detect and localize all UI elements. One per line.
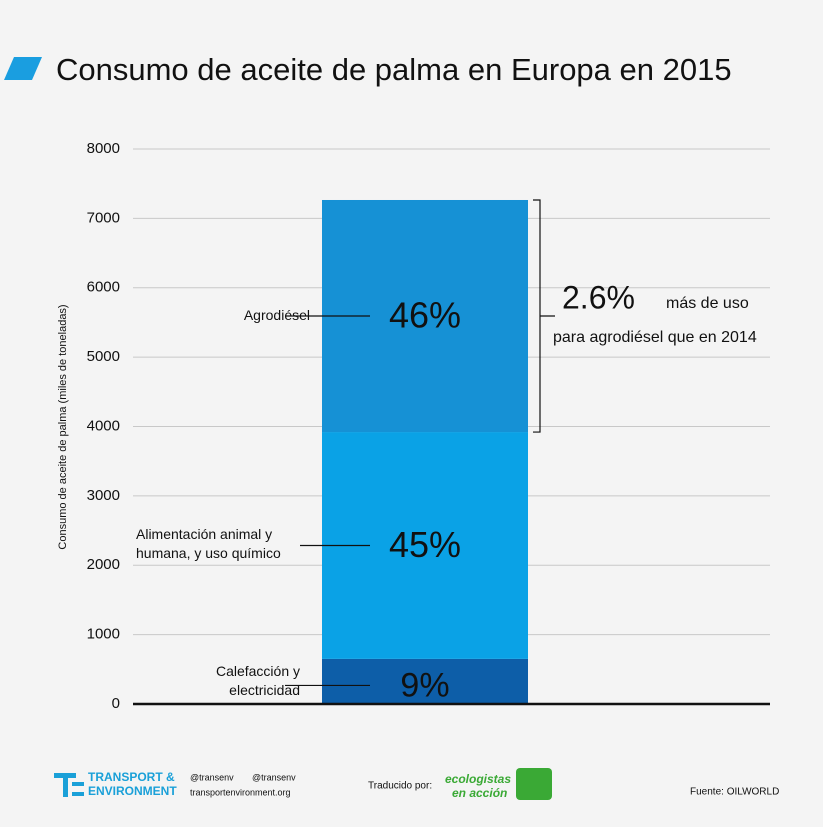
y-tick-label: 0 [112, 695, 120, 712]
footer-text: TRANSPORT & [88, 770, 175, 784]
footer-text: ENVIRONMENT [88, 784, 177, 798]
logo-shape [72, 782, 84, 786]
y-tick-label: 1000 [87, 626, 120, 643]
bracket [533, 199, 555, 433]
title-marker [4, 57, 42, 80]
y-tick-label: 5000 [87, 348, 120, 365]
footer-text: @transenv [190, 772, 234, 782]
footer-text: Traducido por: [368, 781, 432, 792]
series-label: Alimentación animal y humana, y uso quím… [136, 526, 281, 562]
logo-shape [63, 773, 68, 797]
footer-text: en acción [452, 786, 507, 800]
annotation-highlight: 2.6% [562, 279, 635, 315]
y-tick-label: 6000 [87, 279, 120, 296]
annotation-text: más de uso [666, 295, 749, 312]
y-axis-label: Consumo de aceite de palma (miles de ton… [57, 304, 69, 549]
y-tick-label: 7000 [87, 209, 120, 226]
y-tick-label: 2000 [87, 556, 120, 573]
logo-shape [516, 768, 552, 800]
footer-text: Fuente: OILWORLD [690, 787, 779, 798]
segment-share-label: 45% [389, 524, 461, 565]
footer-text: transportenvironment.org [190, 787, 291, 797]
y-tick-label: 3000 [87, 487, 120, 504]
y-tick-label: 4000 [87, 417, 120, 434]
footer: TRANSPORT & ENVIRONMENT @transenv @trans… [54, 768, 779, 800]
series-label: Agrodiésel [243, 307, 310, 324]
chart-title: Consumo de aceite de palma en Europa en … [56, 52, 732, 87]
footer-text: ecologistas [445, 772, 511, 786]
annotation-text: para agrodiésel que en 2014 [553, 329, 757, 346]
segment-share-label: 9% [400, 666, 449, 704]
footer-text: @transenv [252, 772, 296, 782]
series-label: Calefacción y electricidad [215, 663, 300, 699]
segment-share-label: 46% [389, 295, 461, 336]
logo-shape [72, 792, 84, 796]
bar-segment [322, 658, 528, 704]
y-tick-label: 8000 [87, 140, 120, 157]
